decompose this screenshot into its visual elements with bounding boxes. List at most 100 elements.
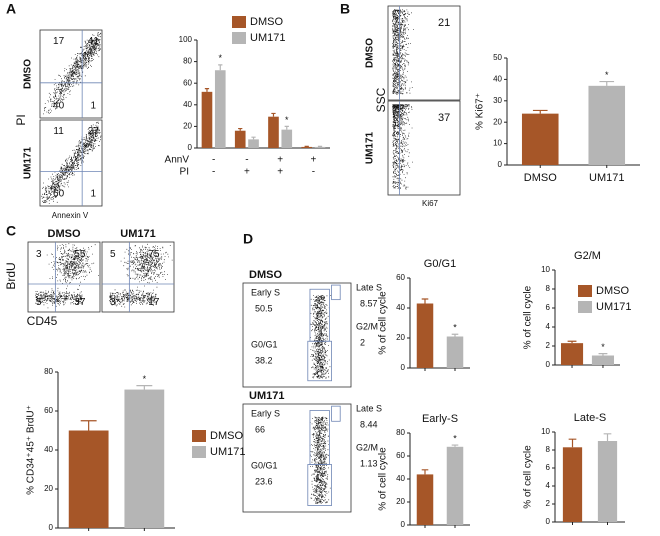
bar	[562, 447, 583, 522]
chart-title: G2/M	[574, 250, 601, 262]
y-tick-label: 10	[541, 427, 550, 436]
legend-swatch	[232, 32, 246, 44]
error-bar	[603, 433, 612, 441]
legend-swatch	[192, 430, 206, 442]
panel-label: C	[6, 223, 16, 239]
significance: *	[143, 374, 147, 384]
y-tick-label: 0	[49, 523, 54, 532]
error-bar	[568, 438, 577, 448]
error-bar	[567, 340, 577, 344]
y-tick-label: 60	[396, 451, 405, 460]
gate-label: Early S	[251, 287, 280, 297]
gate-label: Late S	[356, 403, 382, 413]
y-tick-label: 80	[44, 367, 53, 376]
x-axis-label: CD45	[27, 314, 58, 328]
error-bar	[136, 385, 153, 390]
y-tick-label: 40	[396, 303, 405, 312]
significance: *	[605, 70, 609, 80]
y-axis-label: % of cell cycle	[378, 291, 389, 355]
bar	[281, 129, 293, 148]
panel-label: B	[340, 1, 350, 17]
gate-label: G0/G1	[251, 339, 278, 349]
significance: *	[219, 53, 223, 63]
events	[41, 121, 102, 204]
error-bar	[598, 353, 608, 356]
events	[309, 416, 331, 504]
plot-title: DMSO	[249, 269, 282, 281]
legend-swatch	[192, 446, 206, 458]
error-bar	[317, 145, 323, 147]
bar	[588, 85, 626, 165]
quadrant-value: 41	[88, 36, 100, 47]
quadrant-value: 5	[110, 249, 116, 260]
row-sign: +	[310, 155, 316, 166]
plot-frame	[39, 119, 103, 207]
error-bar	[284, 125, 289, 130]
plot-frame	[242, 282, 352, 388]
quadrant-value: 37	[74, 297, 86, 308]
y-tick-label: 40	[44, 445, 53, 454]
y-tick-label: 60	[183, 78, 192, 87]
quadrant-value: 75	[148, 249, 160, 260]
y-tick-label: 0	[188, 143, 193, 152]
significance: *	[601, 342, 605, 352]
plot-frame	[242, 403, 352, 513]
quadrant-value: 27	[88, 126, 100, 137]
x-axis-label: Annexin V	[52, 211, 89, 220]
x-tick-label: UM171	[589, 172, 624, 184]
events	[109, 243, 173, 308]
y-tick-label: 50	[493, 53, 502, 62]
y-tick-label: 0	[401, 363, 406, 372]
y-axis-label: % of cell cycle	[523, 285, 534, 349]
y-tick-label: 40	[183, 100, 192, 109]
quadrant-value: 1	[91, 100, 97, 111]
bar	[68, 430, 109, 528]
error-bar	[451, 444, 459, 447]
bar	[416, 474, 434, 525]
y-tick-label: 0	[546, 360, 551, 369]
gate-value: 23.6	[255, 476, 273, 486]
y-axis-label: % of cell cycle	[378, 447, 389, 511]
y-tick-label: 30	[493, 96, 502, 105]
row-sign: -	[212, 167, 215, 178]
gate	[307, 464, 332, 506]
plot-frame	[101, 241, 175, 313]
legend-label: DMSO	[250, 16, 283, 28]
y-tick-label: 80	[396, 428, 405, 437]
y-tick-label: 20	[396, 333, 405, 342]
legend-label: UM171	[250, 32, 285, 44]
y-tick-label: 4	[546, 322, 551, 331]
gate-value: 8.57	[360, 298, 378, 308]
panel-label: A	[6, 1, 16, 17]
legend-label: UM171	[596, 301, 631, 313]
plot-frame	[387, 5, 461, 101]
gate	[331, 405, 341, 422]
bar	[301, 146, 313, 148]
bar	[591, 355, 615, 365]
bar	[416, 303, 434, 368]
error-bar	[421, 298, 429, 304]
quadrant-value: 40	[53, 100, 65, 111]
y-tick-label: 20	[183, 122, 192, 131]
y-tick-label: 10	[493, 139, 502, 148]
panel-label: D	[243, 231, 253, 247]
error-bar	[251, 136, 256, 140]
error-bar	[271, 112, 276, 117]
y-tick-label: 40	[396, 474, 405, 483]
bar	[521, 113, 559, 165]
quadrant-value: 3	[36, 249, 42, 260]
chart-title: Early-S	[422, 413, 458, 425]
y-tick-label: 20	[493, 117, 502, 126]
quadrant-value: 1	[91, 189, 97, 200]
events	[35, 243, 99, 309]
significance: *	[285, 115, 289, 125]
gate-label: G2/M	[356, 442, 378, 452]
error-bar	[80, 420, 97, 431]
bar	[446, 446, 464, 525]
bar	[560, 343, 584, 365]
y-tick-label: 40	[493, 75, 502, 84]
gate-label: Late S	[356, 282, 382, 292]
y-axis-label: SSC	[374, 87, 388, 112]
significance: *	[453, 433, 457, 443]
y-tick-label: 2	[546, 499, 551, 508]
